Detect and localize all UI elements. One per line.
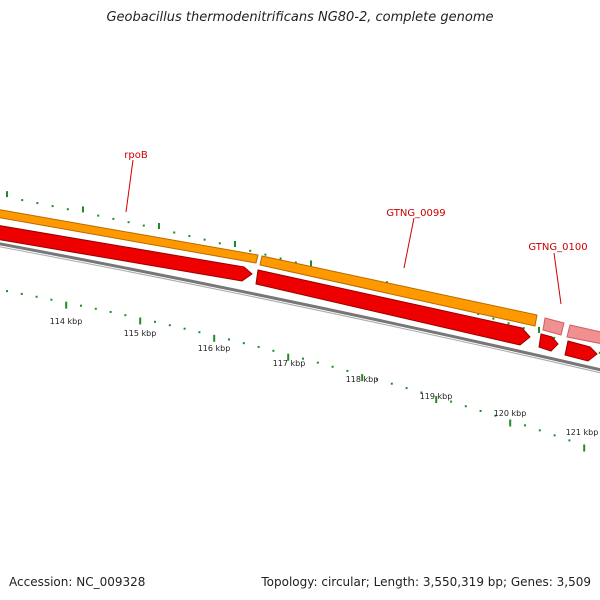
gene-label-gtng0100[interactable]: GTNG_0100 xyxy=(528,242,587,253)
tick-label-116: 116 kbp xyxy=(198,344,231,353)
inner-tick xyxy=(6,290,8,293)
inner-tick xyxy=(257,345,260,348)
red-arrow-1[interactable] xyxy=(0,224,253,282)
outer-tick xyxy=(294,261,297,264)
outer-tick xyxy=(477,312,480,315)
outer-tick xyxy=(21,199,24,202)
tick-label-114: 114 kbp xyxy=(50,317,83,326)
inner-tick xyxy=(154,320,156,323)
kbp-tick-labels: 114 kbp 115 kbp 116 kbp 117 kbp 118 kbp … xyxy=(50,317,599,437)
inner-tick xyxy=(376,378,378,381)
genome-backbone xyxy=(0,242,600,372)
outer-tick xyxy=(538,326,540,333)
inner-tick xyxy=(538,429,541,432)
tick-label-115: 115 kbp xyxy=(124,329,157,338)
inner-tick xyxy=(553,434,556,437)
inner-tick xyxy=(213,334,216,342)
inner-tick xyxy=(94,307,97,310)
tick-label-117: 117 kbp xyxy=(273,359,306,368)
cds-band-gtng0100[interactable] xyxy=(566,324,600,345)
inner-tick xyxy=(109,310,112,313)
outer-tick xyxy=(112,217,115,220)
inner-tick xyxy=(494,414,497,417)
genome-summary-text: Topology: circular; Length: 3,550,319 bp… xyxy=(261,575,591,589)
gene-label-rpob[interactable]: rpoB xyxy=(124,150,148,161)
outer-tick xyxy=(203,238,206,241)
inner-tick xyxy=(124,314,127,317)
outer-tick xyxy=(279,257,282,260)
outer-tick xyxy=(127,221,130,224)
inner-tick xyxy=(568,439,571,442)
tick-label-121: 121 kbp xyxy=(566,428,599,437)
red-arrow-3[interactable] xyxy=(538,333,559,352)
outer-tick xyxy=(553,336,556,339)
outer-tick xyxy=(492,317,495,320)
inner-tick xyxy=(272,349,275,352)
outer-tick xyxy=(97,214,100,217)
map-title: Geobacillus thermodenitrificans NG80-2, … xyxy=(106,10,494,25)
inner-tick xyxy=(20,292,23,295)
tick-label-118: 118 kbp xyxy=(346,375,379,384)
outer-tick xyxy=(507,322,510,325)
inner-tick xyxy=(509,419,512,427)
inner-tick xyxy=(346,369,349,372)
cds-band-gtng0099[interactable] xyxy=(259,255,538,327)
gtng0100-leader xyxy=(553,252,562,305)
red-arrow-4[interactable] xyxy=(564,340,598,362)
inner-tick xyxy=(139,317,142,325)
rpob-leader xyxy=(125,159,134,213)
inner-tick xyxy=(242,342,245,345)
inner-tick xyxy=(464,405,467,408)
inner-tick xyxy=(524,424,526,427)
inner-tick xyxy=(361,374,364,382)
inner-tick xyxy=(583,444,586,452)
inner-tick xyxy=(80,304,82,307)
tick-label-119: 119 kbp xyxy=(420,392,453,401)
outer-tick xyxy=(522,327,525,330)
outer-tick xyxy=(234,241,236,248)
red-arrow-2[interactable] xyxy=(255,269,531,346)
inner-tick xyxy=(331,365,334,368)
outer-tick xyxy=(173,231,176,234)
outer-tick xyxy=(66,208,69,211)
outer-tick xyxy=(249,249,252,252)
gene-label-gtng0099[interactable]: GTNG_0099 xyxy=(386,208,445,219)
inner-tick xyxy=(405,387,408,390)
outer-tick xyxy=(218,242,221,245)
tick-label-120: 120 kbp xyxy=(494,409,527,418)
inner-tick xyxy=(435,396,438,404)
outer-tick xyxy=(36,202,39,205)
inner-tick xyxy=(479,409,482,412)
inner-tick xyxy=(183,327,186,330)
gtng0099-leader xyxy=(403,217,415,269)
inner-tick xyxy=(35,295,38,298)
accession-text: Accession: NC_009328 xyxy=(9,575,146,589)
inner-tick xyxy=(420,391,423,394)
outer-tick xyxy=(598,351,600,354)
outer-tick xyxy=(82,206,84,213)
inner-tick xyxy=(450,400,452,403)
inner-tick xyxy=(168,324,171,327)
outer-tick xyxy=(264,253,267,256)
outer-tick xyxy=(142,224,145,227)
cds-band-rpob[interactable] xyxy=(0,208,259,264)
outer-tick xyxy=(158,223,160,230)
outer-tick xyxy=(310,260,312,267)
inner-tick xyxy=(390,382,393,385)
inner-tick-marks xyxy=(6,290,586,452)
inner-tick xyxy=(228,338,230,341)
inner-tick xyxy=(287,353,290,361)
inner-tick xyxy=(316,361,319,364)
outer-tick xyxy=(51,205,54,208)
cds-band-gtng0100-small[interactable] xyxy=(542,317,565,336)
inner-tick xyxy=(198,331,201,334)
inner-tick xyxy=(302,357,304,360)
inner-tick xyxy=(65,301,68,309)
outer-tick xyxy=(6,191,8,198)
outer-tick xyxy=(188,235,191,238)
inner-tick xyxy=(50,298,53,301)
